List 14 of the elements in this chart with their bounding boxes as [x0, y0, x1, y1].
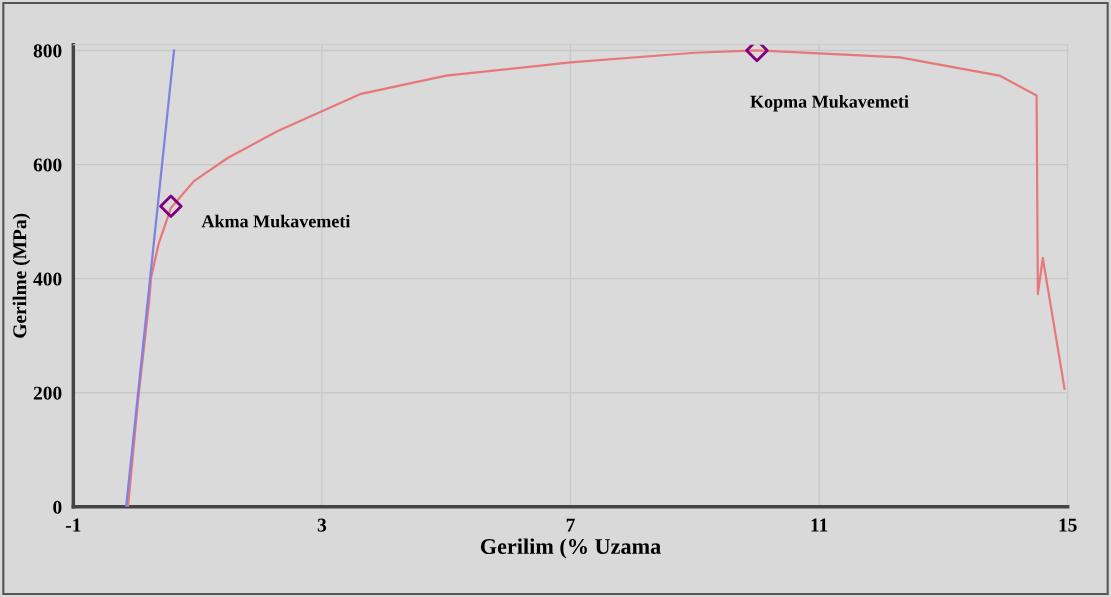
x-axis-title: Gerilim (% Uzama [480, 538, 661, 559]
y-axis-title: Gerilme (MPa) [12, 213, 31, 338]
x-tick-label: 11 [811, 518, 828, 532]
annotation: Akma Mukavemeti [201, 214, 351, 228]
x-tick-label: -1 [65, 518, 81, 532]
annotation: Kopma Mukavemeti [750, 95, 909, 112]
y-tick-label: 0 [53, 500, 62, 514]
y-tick-label: 400 [33, 272, 62, 286]
y-tick-label: 200 [33, 386, 62, 400]
x-tick-label: 15 [1059, 518, 1077, 532]
x-tick-label: 7 [566, 518, 575, 532]
y-tick-label: 800 [33, 44, 62, 58]
y-tick-label: 600 [33, 158, 62, 172]
x-tick-label: 3 [317, 518, 327, 532]
